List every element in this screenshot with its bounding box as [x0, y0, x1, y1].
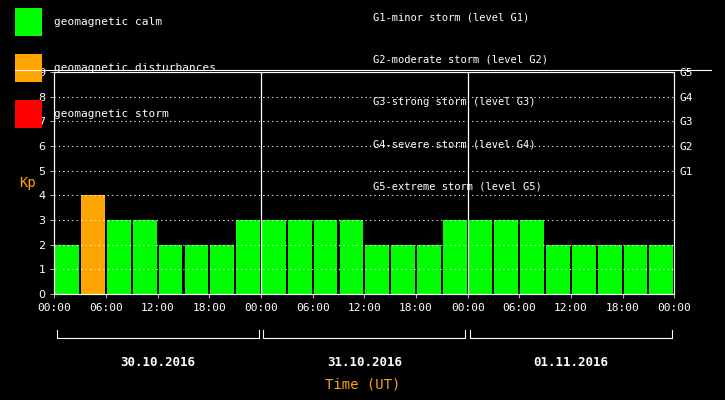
- Bar: [443, 220, 467, 294]
- Bar: [55, 245, 79, 294]
- Bar: [81, 195, 105, 294]
- Text: 31.10.2016: 31.10.2016: [327, 356, 402, 368]
- Bar: [572, 245, 596, 294]
- Bar: [494, 220, 518, 294]
- Bar: [159, 245, 183, 294]
- Text: geomagnetic storm: geomagnetic storm: [54, 109, 169, 119]
- Bar: [314, 220, 337, 294]
- Bar: [365, 245, 389, 294]
- Y-axis label: Kp: Kp: [19, 176, 36, 190]
- Bar: [185, 245, 208, 294]
- Bar: [624, 245, 647, 294]
- Text: geomagnetic disturbances: geomagnetic disturbances: [54, 63, 216, 73]
- Bar: [107, 220, 130, 294]
- Text: 30.10.2016: 30.10.2016: [120, 356, 195, 368]
- Bar: [546, 245, 570, 294]
- Text: G1-minor storm (level G1): G1-minor storm (level G1): [373, 13, 530, 23]
- Bar: [417, 245, 441, 294]
- Bar: [392, 245, 415, 294]
- Bar: [236, 220, 260, 294]
- Text: geomagnetic calm: geomagnetic calm: [54, 17, 162, 27]
- Text: G3-strong storm (level G3): G3-strong storm (level G3): [373, 97, 536, 107]
- Bar: [521, 220, 544, 294]
- Bar: [339, 220, 363, 294]
- Text: 01.11.2016: 01.11.2016: [534, 356, 608, 368]
- Text: G5-extreme storm (level G5): G5-extreme storm (level G5): [373, 181, 542, 191]
- Bar: [262, 220, 286, 294]
- Text: G2-moderate storm (level G2): G2-moderate storm (level G2): [373, 55, 548, 65]
- Bar: [210, 245, 234, 294]
- Bar: [133, 220, 157, 294]
- Text: Time (UT): Time (UT): [325, 378, 400, 392]
- Bar: [468, 220, 492, 294]
- Bar: [288, 220, 312, 294]
- Bar: [598, 245, 621, 294]
- Bar: [650, 245, 674, 294]
- Text: G4-severe storm (level G4): G4-severe storm (level G4): [373, 139, 536, 149]
